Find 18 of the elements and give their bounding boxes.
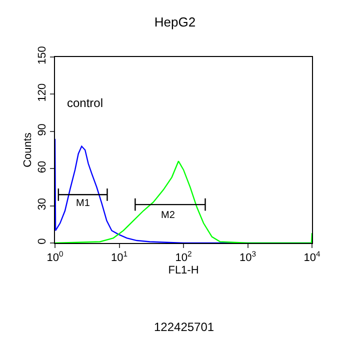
x-tick-label: 10$^{2}$: [175, 250, 192, 264]
annotation: control: [67, 96, 104, 110]
annotation: M1: [76, 198, 90, 209]
annotation: M2: [161, 210, 176, 221]
y-tick-label: 30: [36, 198, 49, 210]
y-axis-title: Counts: [22, 132, 34, 168]
y-tick-label: 0: [36, 238, 49, 244]
x-tick-label: 10$^{0}$: [46, 250, 64, 264]
x-axis-title: FL1-H: [168, 264, 199, 276]
chart-title: HepG2: [154, 14, 196, 30]
y-tick-label: 120: [36, 83, 49, 102]
x-tick-label: 10$^{1}$: [110, 250, 128, 264]
y-tick-label: 150: [36, 46, 49, 65]
x-tick-label: 10$^{4}$: [304, 250, 321, 264]
x-tick-label: 10$^{3}$: [239, 250, 256, 264]
text: 122425701: [154, 320, 214, 334]
y-tick-label: 90: [36, 124, 49, 136]
y-tick-label: 60: [36, 160, 49, 174]
